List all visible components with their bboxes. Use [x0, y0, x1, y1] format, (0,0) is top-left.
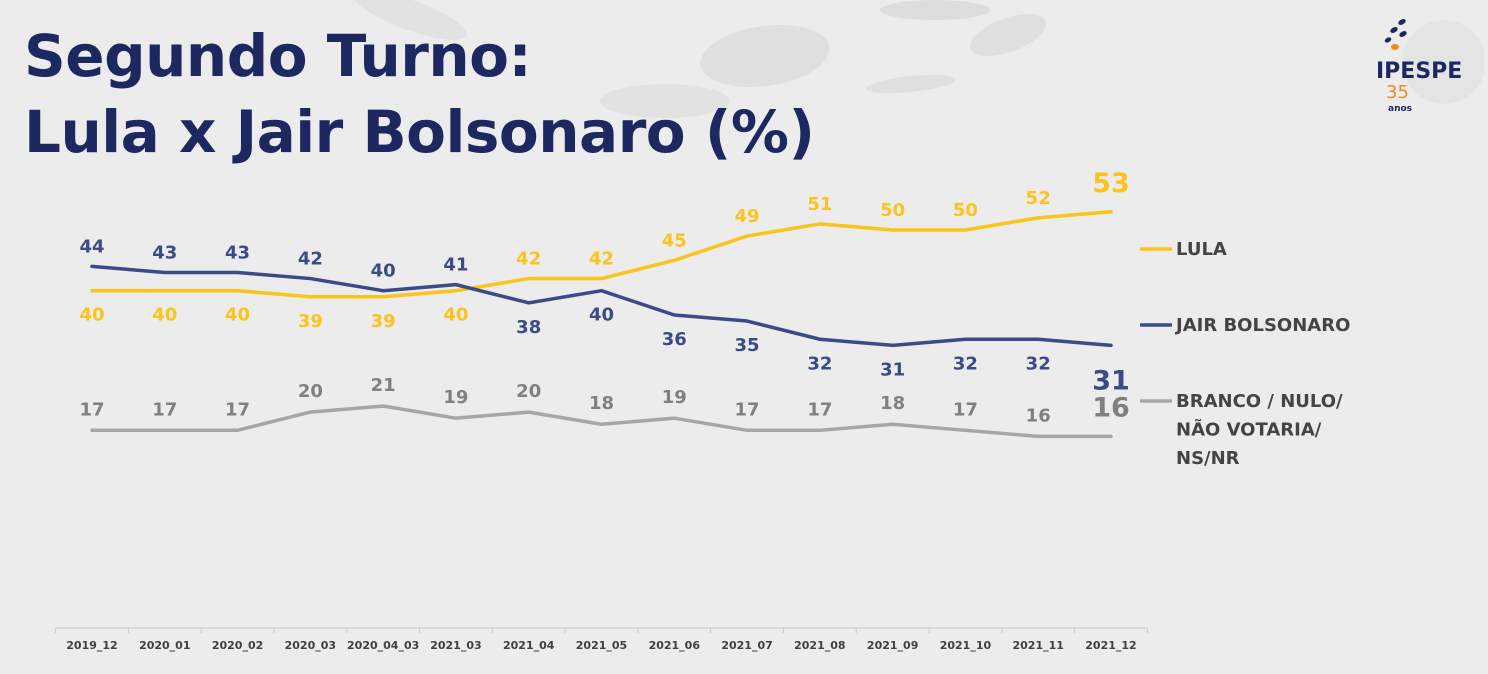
- data-label-series-2: 21: [371, 375, 396, 396]
- x-tick-label: 2020_01: [139, 639, 190, 652]
- page-title-line-1: Segundo Turno:: [24, 22, 532, 90]
- background-decoration: [600, 84, 730, 118]
- data-label-series-0: 49: [735, 206, 760, 227]
- legend-label-2: NS/NR: [1176, 448, 1240, 469]
- x-axis: 2019_12 2020_01 2020_02 2020_03 2020_04_03 20…: [55, 627, 1148, 652]
- x-tick-label: 2021_08: [794, 639, 845, 652]
- page-title-line-2: Lula x Jair Bolsonaro (%): [24, 98, 815, 166]
- data-label-series-0: 53: [1092, 168, 1130, 199]
- data-label-series-1: 43: [225, 242, 250, 263]
- logo-dot: [1398, 19, 1406, 25]
- data-label-series-1: 42: [298, 249, 323, 270]
- data-label-series-1: 32: [1026, 353, 1051, 374]
- data-label-series-2: 17: [152, 399, 177, 420]
- data-label-series-0: 39: [298, 311, 323, 332]
- data-label-series-2: 19: [443, 387, 468, 408]
- data-label-series-2: 17: [225, 399, 250, 420]
- page-title: Segundo Turno: Lula x Jair Bolsonaro (%): [24, 18, 815, 170]
- data-label-series-1: 43: [152, 242, 177, 263]
- logo-subtext: anos: [1388, 104, 1412, 114]
- data-label-series-0: 40: [79, 305, 104, 326]
- data-label-series-1: 40: [589, 305, 614, 326]
- data-label-series-1: 40: [371, 261, 396, 282]
- x-tick-label: 2021_10: [940, 639, 992, 652]
- x-tick-label: 2020_03: [285, 639, 336, 652]
- x-tick-label: 2021_07: [721, 639, 772, 652]
- x-tick-label: 2021_05: [576, 639, 627, 652]
- data-label-series-2: 17: [79, 399, 104, 420]
- data-label-series-0: 40: [443, 305, 468, 326]
- x-tick-label: 2021_06: [649, 639, 701, 652]
- series-lines: [90, 210, 1113, 439]
- data-label-series-1: 32: [953, 353, 978, 374]
- ipespe-logo: IPESPE 35 anos: [1376, 19, 1484, 114]
- data-label-series-0: 52: [1026, 188, 1051, 209]
- data-label-series-0: 40: [152, 305, 177, 326]
- x-tick-label: 2020_04_03: [347, 639, 419, 652]
- data-label-series-0: 50: [953, 200, 978, 221]
- x-tick-label: 2021_03: [430, 639, 481, 652]
- data-label-series-1: 41: [443, 255, 468, 276]
- x-tick-label: 2019_12: [66, 639, 117, 652]
- logo-text: IPESPE: [1376, 59, 1462, 84]
- legend: LULA JAIR BOLSONARO BRANCO / NULO/NÃO VOTA…: [1140, 239, 1350, 469]
- logo-dot: [1384, 37, 1392, 43]
- data-label-series-1: 36: [662, 329, 687, 350]
- logo-globe: [1402, 20, 1484, 104]
- data-label-series-0: 39: [371, 311, 396, 332]
- series-line-1: [90, 264, 1113, 348]
- data-label-series-1: 31: [880, 359, 905, 380]
- data-label-series-2: 18: [589, 393, 614, 414]
- x-tick-label: 2021_12: [1085, 639, 1136, 652]
- data-label-series-1: 44: [79, 236, 104, 257]
- logo-dot-accent: [1391, 44, 1399, 50]
- data-label-series-2: 20: [516, 381, 541, 402]
- data-label-series-2: 20: [298, 381, 323, 402]
- x-tick-label: 2021_09: [867, 639, 918, 652]
- data-label-series-0: 45: [662, 230, 687, 251]
- data-label-series-0: 42: [589, 249, 614, 270]
- x-tick-label: 2020_02: [212, 639, 263, 652]
- data-label-series-2: 16: [1026, 405, 1051, 426]
- data-label-series-1: 31: [1092, 365, 1130, 396]
- logo-dot: [1390, 27, 1398, 33]
- x-tick-label: 2021_11: [1012, 639, 1063, 652]
- data-label-series-2: 17: [953, 399, 978, 420]
- x-tick-label: 2021_04: [503, 639, 555, 652]
- data-label-series-0: 50: [880, 200, 905, 221]
- logo-number: 35: [1386, 82, 1409, 103]
- data-label-series-2: 16: [1092, 392, 1130, 423]
- legend-label-2: NÃO VOTARIA/: [1176, 418, 1322, 441]
- background-decoration: [880, 0, 990, 20]
- data-label-series-2: 18: [880, 393, 905, 414]
- data-label-series-1: 35: [735, 335, 760, 356]
- data-label-series-0: 51: [807, 194, 832, 215]
- logo-dot: [1399, 31, 1407, 37]
- legend-label-1: JAIR BOLSONARO: [1174, 315, 1350, 336]
- data-label-series-0: 42: [516, 249, 541, 270]
- data-label-series-2: 17: [735, 399, 760, 420]
- data-label-series-0: 40: [225, 305, 250, 326]
- data-label-series-2: 19: [662, 387, 687, 408]
- data-label-series-1: 32: [807, 353, 832, 374]
- data-label-series-2: 17: [807, 399, 832, 420]
- series-line-0: [90, 210, 1113, 299]
- legend-label-0: LULA: [1176, 239, 1227, 260]
- data-label-series-1: 38: [516, 317, 541, 338]
- legend-label-2: BRANCO / NULO/: [1176, 391, 1343, 412]
- data-labels: 40 40 40 39 39 40 42 42 45 49 51 50 50 52 53 44 43 43 42 40…: [79, 168, 1129, 427]
- series-line-2: [90, 404, 1113, 439]
